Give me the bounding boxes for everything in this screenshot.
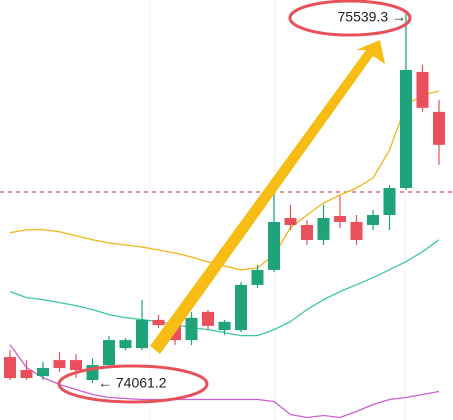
candle-body xyxy=(350,221,363,240)
yellow-arrow xyxy=(150,40,385,354)
candle-body xyxy=(103,340,115,366)
highlight-ellipse xyxy=(57,364,209,404)
candle-body xyxy=(433,111,445,145)
candle-body xyxy=(53,360,66,369)
candle-body xyxy=(218,321,231,331)
low-label: ← 74061.2 xyxy=(98,375,167,391)
candle-body xyxy=(334,215,346,222)
candle-body xyxy=(185,317,198,341)
candle-body xyxy=(268,221,280,270)
candle-body xyxy=(251,269,264,285)
candle-body xyxy=(37,368,49,377)
indicator-line xyxy=(9,90,440,271)
candle-body xyxy=(136,319,148,349)
candle-body xyxy=(152,319,165,326)
candle-body xyxy=(119,340,132,349)
candle-body xyxy=(202,311,214,326)
candle-body xyxy=(383,188,396,215)
candle-body xyxy=(400,69,412,189)
candle-body xyxy=(235,284,247,331)
candle-body xyxy=(20,370,33,379)
candle-body xyxy=(4,357,16,379)
candle-body xyxy=(317,217,330,240)
candle-body xyxy=(416,71,429,108)
candle-body xyxy=(70,360,82,371)
candle-body xyxy=(367,214,379,225)
high-label: 75539.3 → xyxy=(338,9,407,25)
candle-body xyxy=(284,217,297,225)
candle-body xyxy=(301,224,313,240)
highlight-ellipse xyxy=(288,0,412,37)
marks xyxy=(0,13,453,419)
indicator-line xyxy=(9,344,440,419)
